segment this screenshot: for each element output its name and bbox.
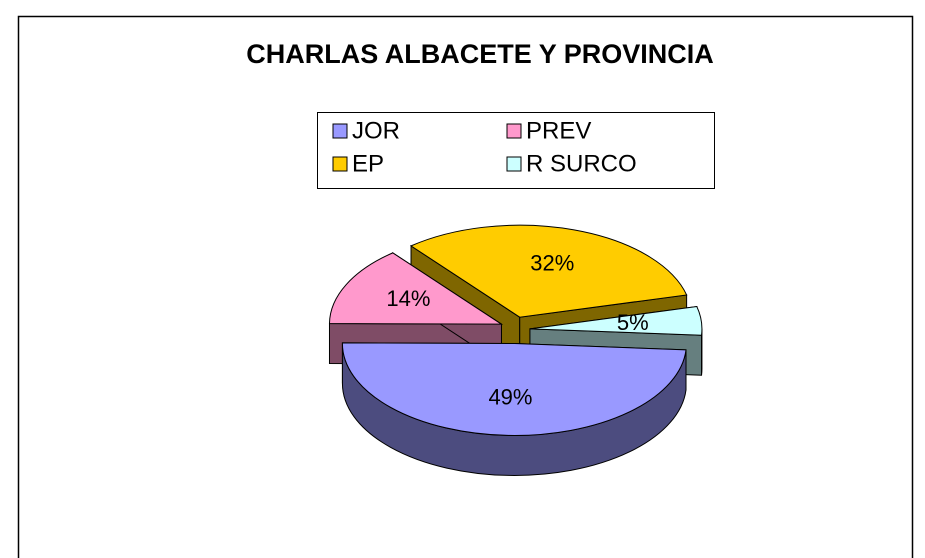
slice (341, 342, 687, 436)
data-label: 5% (617, 310, 649, 335)
legend-swatch (332, 156, 348, 172)
legend-label: R SURCO (526, 150, 637, 177)
chart-title: CHARLAS ALBACETE Y PROVINCIA (246, 39, 714, 69)
data-label: 14% (386, 286, 430, 311)
legend-swatch (506, 156, 522, 172)
data-label: 32% (530, 251, 574, 276)
data-label: 49% (488, 384, 532, 409)
legend-label: PREV (526, 117, 591, 144)
slice (409, 224, 688, 318)
legend-label: EP (352, 150, 384, 177)
chart-border (17, 15, 914, 558)
legend-label: JOR (352, 117, 400, 144)
slice (529, 306, 703, 336)
slice (328, 252, 504, 325)
legend-swatch (332, 123, 348, 139)
legend-swatch (506, 123, 522, 139)
